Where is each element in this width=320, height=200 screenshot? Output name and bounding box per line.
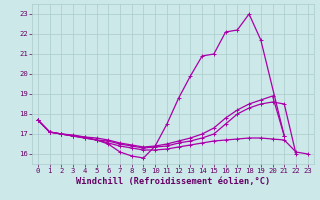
X-axis label: Windchill (Refroidissement éolien,°C): Windchill (Refroidissement éolien,°C)	[76, 177, 270, 186]
